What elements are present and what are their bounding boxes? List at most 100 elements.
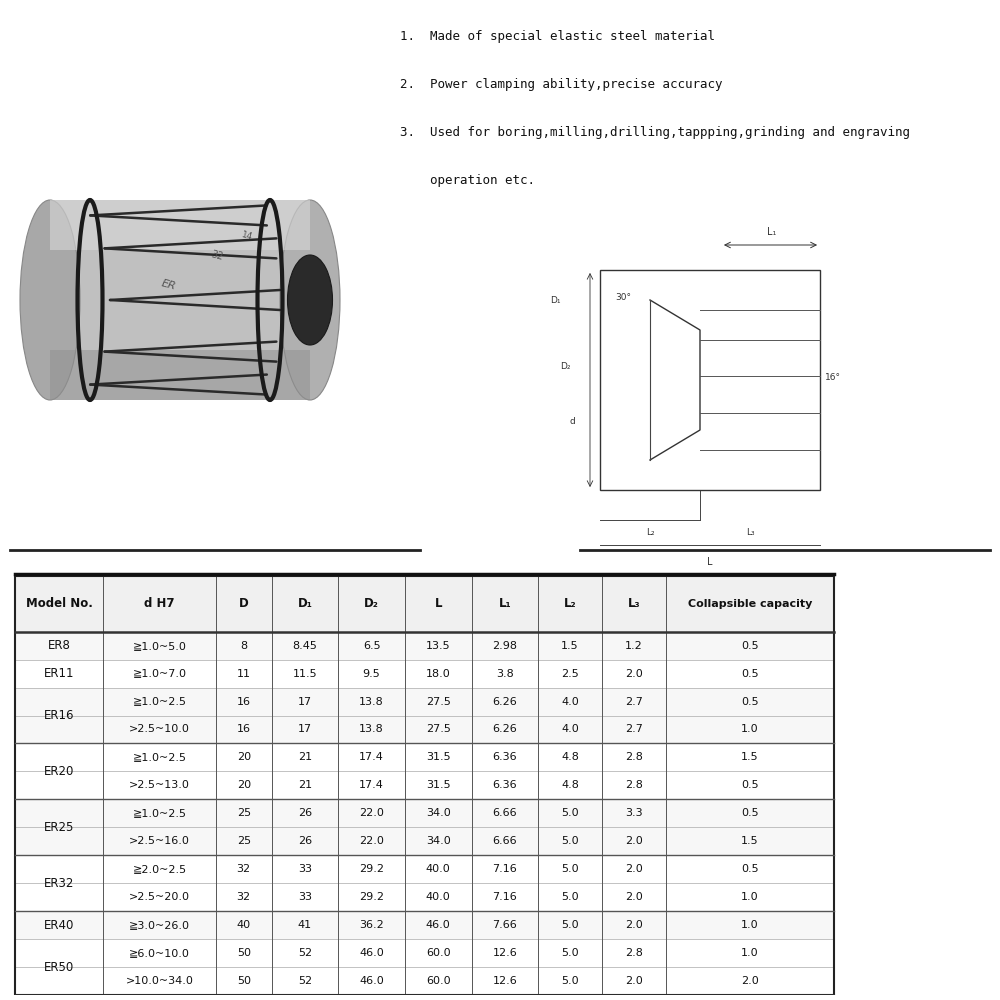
Text: 60.0: 60.0 xyxy=(426,948,451,958)
Text: operation etc.: operation etc. xyxy=(400,174,535,187)
Text: 6.26: 6.26 xyxy=(493,724,517,734)
Text: 32: 32 xyxy=(237,892,251,902)
Text: 25: 25 xyxy=(237,836,251,846)
Text: 20: 20 xyxy=(237,780,251,790)
Text: 3.8: 3.8 xyxy=(496,669,514,679)
Text: 6.66: 6.66 xyxy=(493,808,517,818)
Text: 3.  Used for boring,milling,drilling,tappping,grinding and engraving: 3. Used for boring,milling,drilling,tapp… xyxy=(400,126,910,139)
Text: 16: 16 xyxy=(237,724,251,734)
Text: 2.0: 2.0 xyxy=(741,976,759,986)
Text: 2.0: 2.0 xyxy=(625,864,643,874)
Text: L₁: L₁ xyxy=(499,597,511,610)
Bar xyxy=(15,688,834,716)
Text: ER8: ER8 xyxy=(48,639,70,652)
Text: 5.0: 5.0 xyxy=(561,948,579,958)
Bar xyxy=(15,576,834,632)
Text: L₁: L₁ xyxy=(767,227,776,237)
Text: 2.0: 2.0 xyxy=(625,836,643,846)
Text: 1.5: 1.5 xyxy=(741,752,759,762)
Text: 40.0: 40.0 xyxy=(426,864,451,874)
Text: 7.16: 7.16 xyxy=(493,892,517,902)
Text: Collapsible capacity: Collapsible capacity xyxy=(688,599,812,609)
Bar xyxy=(50,200,310,250)
Text: ≧2.0~2.5: ≧2.0~2.5 xyxy=(132,864,187,874)
Text: 2.5: 2.5 xyxy=(561,669,579,679)
Text: 33: 33 xyxy=(298,892,312,902)
Text: 2.8: 2.8 xyxy=(625,752,643,762)
Text: >2.5~16.0: >2.5~16.0 xyxy=(129,836,190,846)
Text: 5.0: 5.0 xyxy=(561,864,579,874)
Text: 27.5: 27.5 xyxy=(426,724,451,734)
Text: ER32: ER32 xyxy=(44,877,74,890)
Text: 0.5: 0.5 xyxy=(741,864,759,874)
Bar xyxy=(15,967,834,995)
Text: ER11-ER50: ER11-ER50 xyxy=(675,580,745,593)
Text: 3.3: 3.3 xyxy=(625,808,643,818)
Text: 1.5: 1.5 xyxy=(741,836,759,846)
Text: 26: 26 xyxy=(298,808,312,818)
Text: 12.6: 12.6 xyxy=(493,976,517,986)
Text: ≧6.0~10.0: ≧6.0~10.0 xyxy=(129,948,190,958)
Text: 21: 21 xyxy=(298,752,312,762)
Text: 7.66: 7.66 xyxy=(493,920,517,930)
Text: 0.5: 0.5 xyxy=(741,697,759,707)
Text: 1.0: 1.0 xyxy=(741,892,759,902)
Text: 11.5: 11.5 xyxy=(293,669,317,679)
Text: ER20: ER20 xyxy=(44,765,74,778)
Text: 0.5: 0.5 xyxy=(741,780,759,790)
Text: 2.98: 2.98 xyxy=(492,641,517,651)
Text: 18.0: 18.0 xyxy=(426,669,451,679)
Text: 14: 14 xyxy=(240,230,253,242)
Text: 13.8: 13.8 xyxy=(359,724,384,734)
Text: ER: ER xyxy=(160,279,177,292)
Text: 5.0: 5.0 xyxy=(561,976,579,986)
Text: 2.0: 2.0 xyxy=(625,892,643,902)
Text: ≧1.0~2.5: ≧1.0~2.5 xyxy=(132,752,186,762)
Text: 1.5: 1.5 xyxy=(561,641,579,651)
Text: ≧1.0~2.5: ≧1.0~2.5 xyxy=(132,697,186,707)
Text: 5.0: 5.0 xyxy=(561,892,579,902)
Text: D₂: D₂ xyxy=(560,362,570,371)
Text: 2.  Power clamping ability,precise accuracy: 2. Power clamping ability,precise accura… xyxy=(400,78,722,91)
Text: ER50: ER50 xyxy=(44,961,74,974)
Text: 6.36: 6.36 xyxy=(493,752,517,762)
Text: ≧1.0~7.0: ≧1.0~7.0 xyxy=(132,669,186,679)
Text: 2.7: 2.7 xyxy=(625,697,643,707)
Text: 5.0: 5.0 xyxy=(561,836,579,846)
Text: 50: 50 xyxy=(237,948,251,958)
Text: 29.2: 29.2 xyxy=(359,892,384,902)
Text: 32: 32 xyxy=(237,864,251,874)
Bar xyxy=(15,939,834,967)
Text: 0.5: 0.5 xyxy=(741,641,759,651)
Text: 17.4: 17.4 xyxy=(359,780,384,790)
Text: 21: 21 xyxy=(298,780,312,790)
Bar xyxy=(15,716,834,743)
Text: 9.5: 9.5 xyxy=(363,669,380,679)
Text: L₃: L₃ xyxy=(627,597,640,610)
Text: 26: 26 xyxy=(298,836,312,846)
Bar xyxy=(50,200,310,400)
Text: 40: 40 xyxy=(237,920,251,930)
Text: 22.0: 22.0 xyxy=(359,836,384,846)
Text: 5.0: 5.0 xyxy=(561,808,579,818)
Text: 52: 52 xyxy=(298,976,312,986)
Text: 25: 25 xyxy=(237,808,251,818)
Text: 16°: 16° xyxy=(825,373,841,382)
Text: 8: 8 xyxy=(240,641,247,651)
Text: ER40: ER40 xyxy=(44,919,74,932)
Text: 4.0: 4.0 xyxy=(561,697,579,707)
Text: 2.7: 2.7 xyxy=(625,724,643,734)
Bar xyxy=(15,883,834,911)
Text: 13.5: 13.5 xyxy=(426,641,451,651)
Text: 46.0: 46.0 xyxy=(359,948,384,958)
Bar xyxy=(50,350,310,400)
Text: >10.0~34.0: >10.0~34.0 xyxy=(126,976,193,986)
Text: 1.0: 1.0 xyxy=(741,724,759,734)
Text: ≧1.0~2.5: ≧1.0~2.5 xyxy=(132,808,186,818)
Text: 31.5: 31.5 xyxy=(426,780,451,790)
Text: 8.45: 8.45 xyxy=(293,641,317,651)
Bar xyxy=(15,632,834,660)
Text: ≧1.0~5.0: ≧1.0~5.0 xyxy=(133,641,186,651)
Text: 60.0: 60.0 xyxy=(426,976,451,986)
Text: 13.8: 13.8 xyxy=(359,697,384,707)
